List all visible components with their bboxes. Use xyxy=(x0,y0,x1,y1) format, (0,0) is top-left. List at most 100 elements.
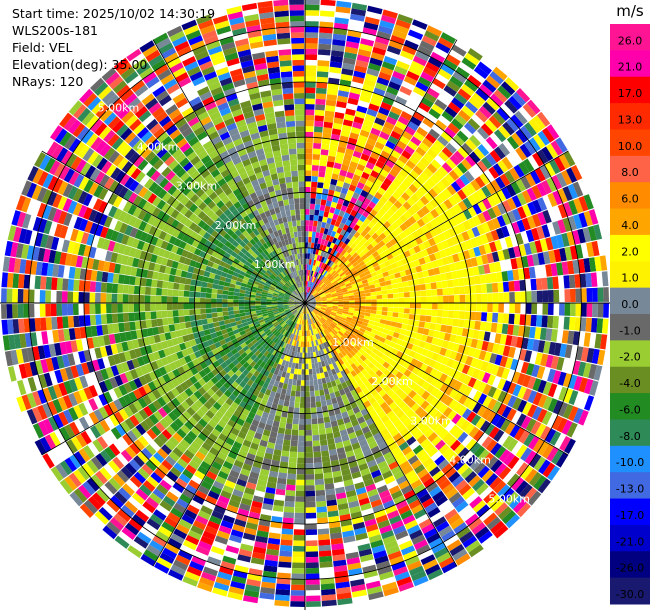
range-gate xyxy=(188,297,195,303)
range-gate xyxy=(430,218,439,228)
range-gate xyxy=(381,256,389,263)
range-gate xyxy=(395,371,404,380)
range-gate xyxy=(420,224,430,234)
range-gate xyxy=(276,363,282,371)
range-gate xyxy=(345,148,354,156)
range-gate xyxy=(499,173,511,187)
range-gate xyxy=(482,383,492,396)
range-gate xyxy=(301,336,304,342)
range-gate xyxy=(318,281,324,287)
range-gate xyxy=(350,235,357,243)
range-gate xyxy=(363,119,374,128)
range-gate xyxy=(332,299,339,302)
range-gate xyxy=(337,295,344,298)
range-gate xyxy=(406,494,419,505)
range-gate xyxy=(467,194,477,206)
range-gate xyxy=(194,297,201,303)
range-gate xyxy=(293,413,300,419)
range-gate xyxy=(349,277,356,283)
range-gate xyxy=(376,397,385,406)
range-gate xyxy=(315,93,327,100)
range-gate xyxy=(469,442,482,454)
range-gate xyxy=(416,227,425,237)
range-gate xyxy=(310,198,316,204)
range-gate xyxy=(298,330,301,336)
range-gate xyxy=(501,213,512,225)
range-gate xyxy=(223,315,230,321)
range-gate xyxy=(357,364,365,372)
range-gate xyxy=(161,296,167,303)
range-gate xyxy=(452,71,467,84)
range-gate xyxy=(178,290,184,297)
range-gate xyxy=(329,415,337,422)
range-gate xyxy=(305,352,308,359)
range-gate xyxy=(326,306,333,309)
range-gate xyxy=(427,329,435,337)
range-gate xyxy=(228,314,235,320)
range-gate xyxy=(156,311,163,319)
range-gate xyxy=(39,290,46,303)
range-gate xyxy=(494,261,502,272)
range-gate xyxy=(416,488,429,499)
range-gate xyxy=(371,295,377,300)
range-gate xyxy=(362,564,377,574)
range-gate xyxy=(386,208,395,217)
range-gate xyxy=(360,237,368,245)
range-gate xyxy=(376,299,383,303)
range-gate xyxy=(330,350,336,358)
range-gate xyxy=(472,402,483,414)
range-gate xyxy=(308,275,311,282)
range-gate xyxy=(312,277,317,283)
range-gate xyxy=(311,265,315,271)
range-gate xyxy=(348,256,355,263)
range-gate xyxy=(459,311,466,320)
range-gate xyxy=(133,294,140,303)
range-gate xyxy=(355,278,362,283)
range-gate xyxy=(274,594,290,602)
range-gate xyxy=(460,336,468,346)
range-gate xyxy=(332,296,338,299)
range-gate xyxy=(498,303,504,313)
range-gate xyxy=(448,295,455,303)
range-gate xyxy=(358,260,366,267)
range-gate xyxy=(583,332,591,347)
range-gate xyxy=(570,303,576,317)
range-gate xyxy=(233,299,239,303)
range-gate xyxy=(242,532,256,541)
range-gate xyxy=(405,159,416,170)
range-gate xyxy=(555,137,568,153)
range-gate xyxy=(326,194,334,202)
range-gate xyxy=(421,497,435,509)
range-gate xyxy=(339,329,346,335)
range-gate xyxy=(315,300,322,302)
range-gate xyxy=(342,257,348,264)
range-gate xyxy=(582,362,592,378)
range-gate xyxy=(293,529,305,536)
range-gate xyxy=(470,237,479,248)
range-gate xyxy=(309,306,315,310)
range-gate xyxy=(284,428,292,435)
range-gate xyxy=(334,436,343,444)
range-gate xyxy=(441,417,451,429)
range-gate xyxy=(410,402,420,412)
range-gate xyxy=(300,313,303,320)
range-gate xyxy=(315,285,320,291)
range-gate xyxy=(399,383,409,392)
range-gate xyxy=(325,252,330,259)
range-gate xyxy=(455,177,466,189)
range-gate xyxy=(328,316,334,321)
range-gate xyxy=(340,205,348,212)
range-gate xyxy=(292,424,299,430)
range-gate xyxy=(346,171,354,179)
range-gate xyxy=(359,272,366,279)
range-gate xyxy=(410,267,417,274)
range-gate xyxy=(437,68,452,80)
range-gate xyxy=(375,228,383,237)
range-gate xyxy=(307,286,310,293)
range-gate xyxy=(474,445,486,458)
range-gate xyxy=(298,358,303,364)
range-gate xyxy=(328,235,334,243)
range-gate xyxy=(233,310,240,315)
range-gate xyxy=(431,337,439,346)
range-gate xyxy=(472,215,482,226)
